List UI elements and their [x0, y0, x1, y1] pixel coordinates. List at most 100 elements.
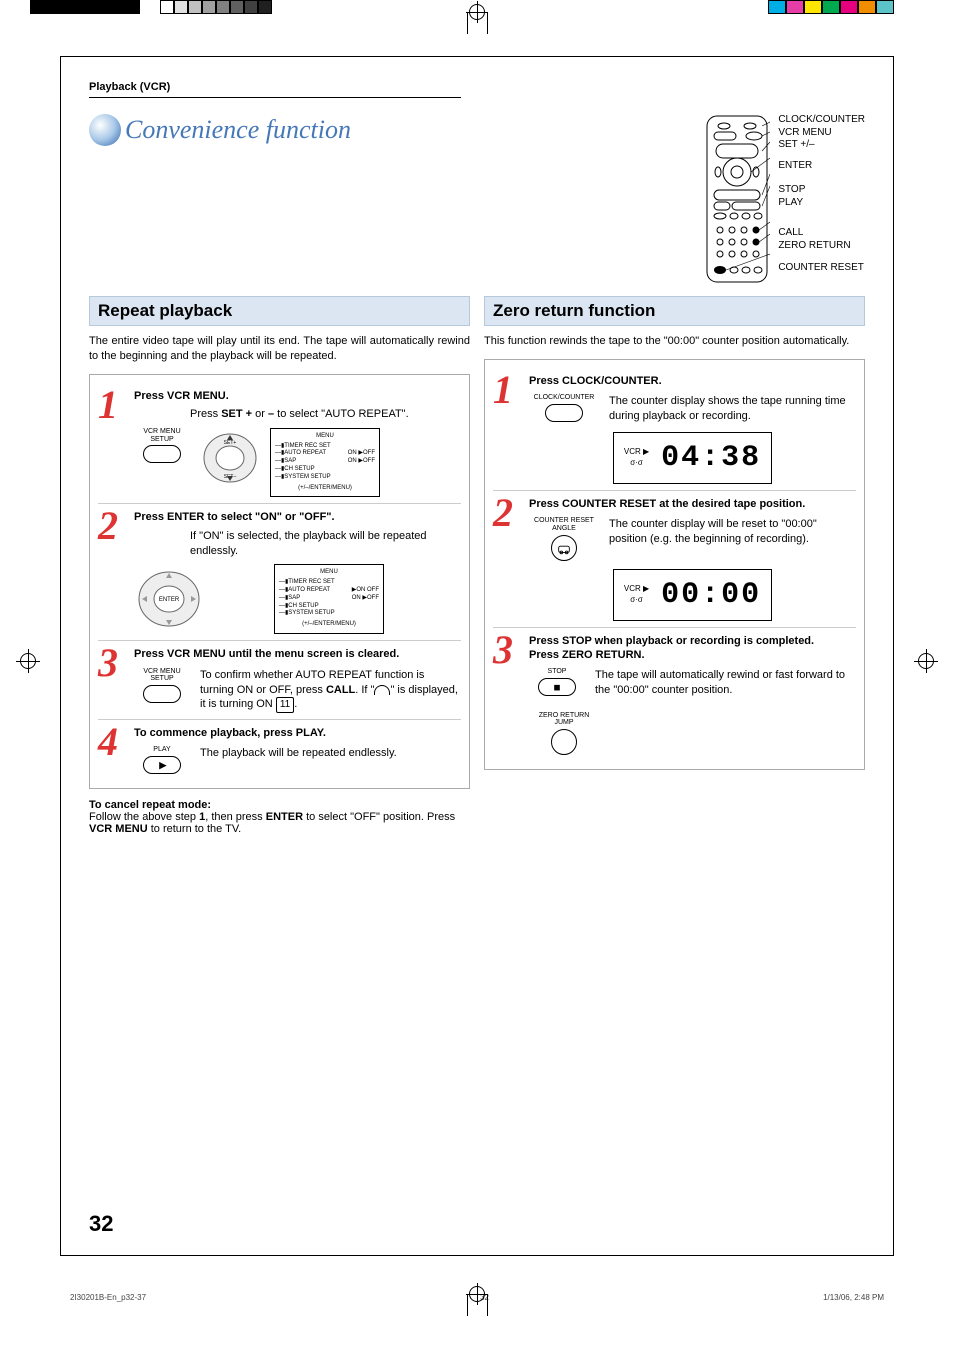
t: VCR MENU [89, 823, 148, 835]
remote-diagram: CLOCK/COUNTERVCR MENUSET +/– ENTER STOPPLA… [704, 114, 865, 284]
vcr-menu-button-icon: VCR MENU SETUP [134, 428, 190, 463]
title-block: Convenience function [89, 114, 351, 146]
remote-label: PLAY [778, 197, 865, 210]
section-title-zero: Zero return function [484, 296, 865, 326]
grayscale-swatches [160, 0, 272, 19]
btn-label: ZERO RETURN JUMP [529, 712, 599, 727]
svg-text:SET+: SET+ [224, 440, 237, 446]
step-1-right: 1 Press CLOCK/COUNTER. CLOCK/COUNTER The… [493, 368, 856, 491]
svg-text:ENTER: ENTER [159, 597, 180, 603]
step-head: Press CLOCK/COUNTER. [529, 374, 856, 388]
counter-reset-button-icon: COUNTER RESET ANGLE [529, 517, 599, 560]
t: to return to the TV. [148, 823, 242, 835]
t: VCR ▶ [624, 447, 649, 457]
zero-return-button-icon: ZERO RETURN JUMP [529, 712, 599, 755]
t: Follow the above step [89, 811, 199, 823]
step-desc: The counter display will be reset to "00… [609, 517, 856, 547]
remote-label: CALL [778, 227, 865, 240]
cancel-head: To cancel repeat mode: [89, 799, 211, 811]
clock-counter-button-icon: CLOCK/COUNTER [529, 394, 599, 422]
step-head: To commence playback, press PLAY. [134, 726, 461, 740]
page-number: 32 [89, 1211, 113, 1237]
step-number: 3 [493, 634, 523, 756]
color-swatches [768, 0, 894, 19]
registration-mark-right [918, 653, 934, 669]
counter-display: VCR ▶σ·σ 00:00 [613, 569, 772, 621]
step-3-left: 3 Press VCR MENU until the menu screen i… [98, 641, 461, 719]
play-button-icon: PLAY [134, 746, 190, 774]
btn-label: VCR MENU SETUP [134, 428, 190, 443]
stop-button-icon: STOP [529, 668, 585, 696]
t: ENTER [266, 811, 303, 823]
remote-label: VCR MENU [778, 127, 865, 140]
counter-digits: 00:00 [661, 578, 761, 612]
t: . [294, 698, 297, 710]
intro-right: This function rewinds the tape to the "0… [484, 334, 865, 349]
sphere-icon [89, 114, 121, 146]
step-number: 2 [493, 497, 523, 621]
step-head: Press STOP when playback or recording is… [529, 634, 856, 663]
t: to select "OFF" position. Press [303, 811, 455, 823]
step-2-right: 2 Press COUNTER RESET at the desired tap… [493, 491, 856, 628]
counter-digits: 04:38 [661, 441, 761, 475]
step-number: 4 [98, 726, 128, 774]
btn-label: PLAY [134, 746, 190, 754]
remote-label: ENTER [778, 160, 865, 173]
t: σ·σ [624, 595, 649, 605]
left-column: Repeat playback The entire video tape wi… [89, 296, 470, 835]
counter-display: VCR ▶σ·σ 04:38 [613, 432, 772, 484]
remote-label: SET +/– [778, 139, 865, 152]
enter-dial-icon: ENTER [134, 564, 204, 634]
page-frame: Playback (VCR) Convenience function [60, 56, 894, 1256]
menu-display: MENU—▮TIMER REC SET—▮AUTO REPEATON ▶OFF—… [270, 428, 380, 498]
step-2-left: 2 Press ENTER to select "ON" or "OFF". I… [98, 504, 461, 641]
print-marks-top [0, 0, 954, 20]
t: or [252, 408, 268, 420]
steps-left: 1 Press VCR MENU. Press SET + or – to se… [89, 374, 470, 789]
vcr-menu-button-icon: VCR MENU SETUP [134, 668, 190, 703]
btn-label: CLOCK/COUNTER [529, 394, 599, 402]
step-number: 3 [98, 647, 128, 712]
cancel-note: To cancel repeat mode: Follow the above … [89, 799, 470, 835]
registration-mark [469, 4, 485, 20]
black-bars [30, 0, 140, 19]
menu-display: MENU—▮TIMER REC SET—▮AUTO REPEAT▶ON OFF—… [274, 564, 384, 634]
step-head: Press ENTER to select "ON" or "OFF". [134, 510, 461, 524]
t: . If " [355, 684, 374, 696]
set-dial-icon: SET+SET– [200, 428, 260, 488]
t: σ·σ [624, 458, 649, 468]
registration-mark-bottom [469, 1286, 485, 1302]
loop-icon [374, 685, 390, 695]
btn-label: STOP [529, 668, 585, 676]
btn-label: COUNTER RESET ANGLE [529, 517, 599, 532]
step-number: 1 [493, 374, 523, 484]
step-desc: The playback will be repeated endlessly. [200, 746, 397, 761]
step-desc: If "ON" is selected, the playback will b… [190, 529, 461, 559]
step-head: Press VCR MENU. [134, 389, 461, 403]
remote-label: STOP [778, 184, 865, 197]
remote-labels: CLOCK/COUNTERVCR MENUSET +/– ENTER STOPPLA… [778, 114, 865, 284]
step-desc: The counter display shows the tape runni… [609, 394, 856, 424]
t: to select "AUTO REPEAT". [274, 408, 409, 420]
step-3-right: 3 Press STOP when playback or recording … [493, 628, 856, 762]
step-1-left: 1 Press VCR MENU. Press SET + or – to se… [98, 383, 461, 505]
section-title-repeat: Repeat playback [89, 296, 470, 326]
right-column: Zero return function This function rewin… [484, 296, 865, 835]
step-desc: To confirm whether AUTO REPEAT function … [200, 668, 461, 713]
step-4-left: 4 To commence playback, press PLAY. PLAY… [98, 720, 461, 780]
t: Press [190, 408, 221, 420]
t: , then press [205, 811, 266, 823]
steps-right: 1 Press CLOCK/COUNTER. CLOCK/COUNTER The… [484, 359, 865, 770]
remote-label: COUNTER RESET [778, 262, 865, 275]
breadcrumb: Playback (VCR) [89, 81, 461, 98]
remote-icon [704, 114, 770, 284]
ref-page: 11 [276, 697, 294, 713]
remote-label: ZERO RETURN [778, 240, 865, 253]
remote-label: CLOCK/COUNTER [778, 114, 865, 127]
t: VCR ▶ [624, 584, 649, 594]
btn-label: VCR MENU SETUP [134, 668, 190, 683]
step-desc: The tape will automatically rewind or fa… [595, 668, 856, 698]
step-number: 2 [98, 510, 128, 634]
intro-left: The entire video tape will play until it… [89, 334, 470, 364]
registration-mark-left [20, 653, 36, 669]
